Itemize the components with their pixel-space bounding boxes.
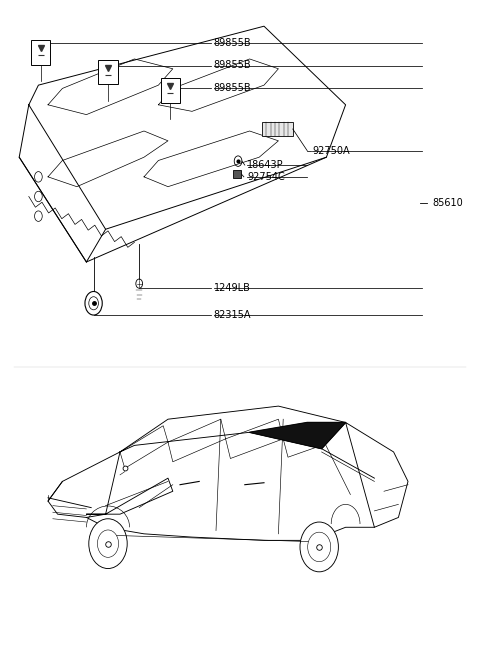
Text: 92754C: 92754C: [247, 172, 285, 182]
Text: 82315A: 82315A: [214, 310, 251, 320]
Ellipse shape: [300, 522, 338, 572]
Text: 89855B: 89855B: [214, 37, 251, 48]
Ellipse shape: [97, 530, 119, 557]
Bar: [233, 170, 241, 178]
Text: 89855B: 89855B: [214, 83, 251, 94]
Bar: [161, 78, 180, 103]
Ellipse shape: [308, 532, 331, 561]
Text: 85610: 85610: [432, 198, 463, 208]
Bar: [98, 60, 118, 84]
Text: 89855B: 89855B: [214, 60, 251, 71]
Ellipse shape: [89, 519, 127, 569]
FancyBboxPatch shape: [262, 122, 293, 136]
Text: 92750A: 92750A: [312, 145, 349, 156]
Bar: [31, 40, 50, 65]
Text: 18643P: 18643P: [247, 160, 284, 170]
Text: 1249LB: 1249LB: [214, 283, 251, 293]
Polygon shape: [250, 422, 346, 449]
